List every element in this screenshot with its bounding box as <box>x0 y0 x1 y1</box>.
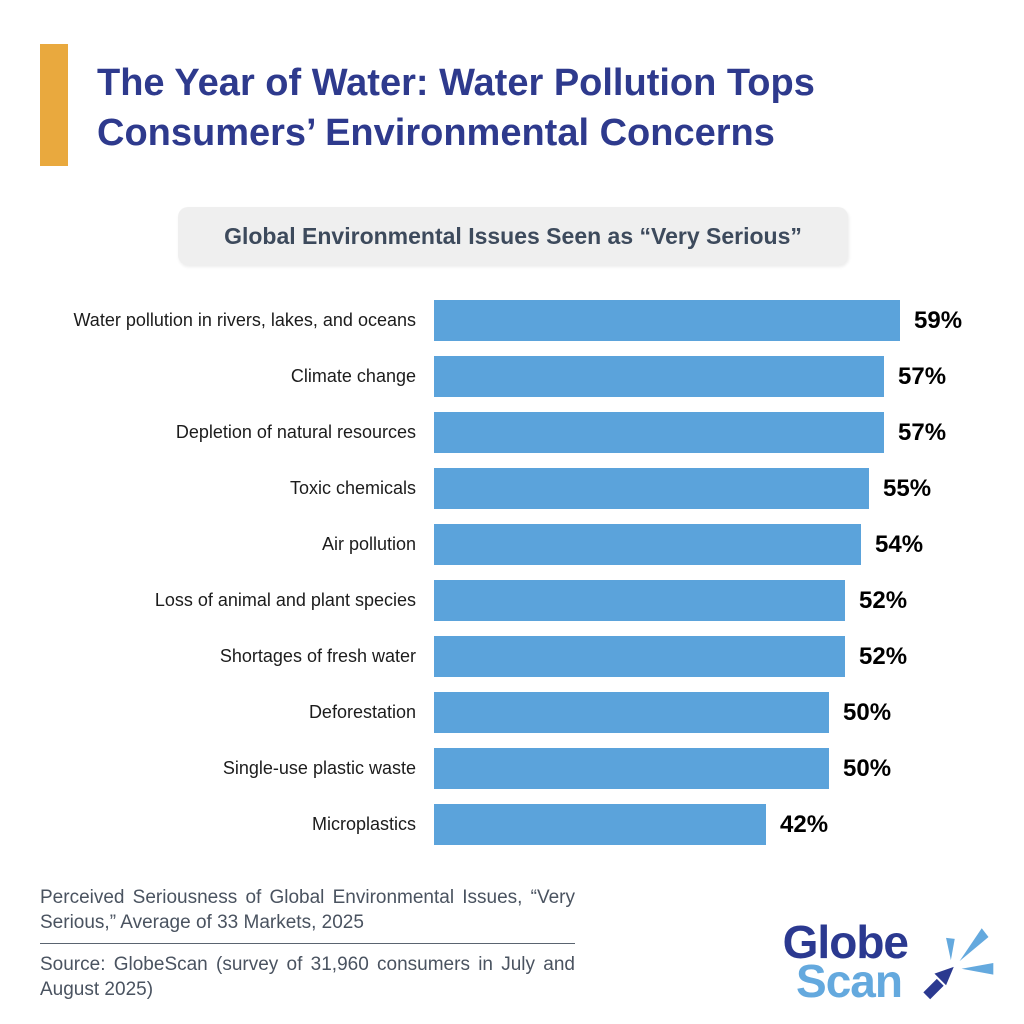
bar-label: Loss of animal and plant species <box>154 590 416 610</box>
chart-row: Single-use plastic waste 50% <box>40 748 990 789</box>
bar-label: Depletion of natural resources <box>175 422 416 442</box>
bar <box>434 412 884 453</box>
chart-row: Water pollution in rivers, lakes, and oc… <box>40 300 990 341</box>
globescan-logo: Globe Scan <box>782 915 1002 1007</box>
bar-value: 57% <box>898 362 947 390</box>
bar-label: Shortages of fresh water <box>219 646 416 666</box>
chart-row: Shortages of fresh water 52% <box>40 636 990 677</box>
bar-label: Single-use plastic waste <box>222 758 416 778</box>
logo-word-globe: Globe <box>782 915 909 968</box>
page-title: The Year of Water: Water Pollution Tops C… <box>97 58 977 158</box>
chart-row: Toxic chemicals 55% <box>40 468 990 509</box>
bar-label: Deforestation <box>308 702 416 722</box>
bar-label: Microplastics <box>311 814 416 834</box>
bar <box>434 580 845 621</box>
chart-row: Deforestation 50% <box>40 692 990 733</box>
chart-row: Air pollution 54% <box>40 524 990 565</box>
footer-notes: Perceived Seriousness of Global Environm… <box>40 886 575 1003</box>
bar-value: 54% <box>875 530 924 558</box>
bar-value: 52% <box>859 642 908 670</box>
bar <box>434 636 845 677</box>
bar <box>434 748 829 789</box>
bar-value: 52% <box>859 586 908 614</box>
chart-caption: Perceived Seriousness of Global Environm… <box>40 887 575 933</box>
bar <box>434 468 869 509</box>
bar <box>434 692 829 733</box>
globescan-logo-text: Globe Scan <box>782 915 909 1007</box>
bar-value: 57% <box>898 418 947 446</box>
bar <box>434 524 861 565</box>
bar-chart: Water pollution in rivers, lakes, and oc… <box>40 300 990 845</box>
bar-value: 59% <box>914 306 963 334</box>
chart-row: Loss of animal and plant species 52% <box>40 580 990 621</box>
bar-value: 50% <box>843 754 892 782</box>
bar-value: 55% <box>883 474 932 502</box>
bar <box>434 804 766 845</box>
chart-row: Depletion of natural resources 57% <box>40 412 990 453</box>
bar-value: 42% <box>780 810 829 838</box>
spark-arrow-icon <box>923 928 994 1000</box>
page-title-line2: Consumers’ Environmental Concerns <box>97 112 775 154</box>
page-title-line1: The Year of Water: Water Pollution Tops <box>97 62 815 104</box>
chart-row: Microplastics 42% <box>40 804 990 845</box>
footer-divider <box>40 943 575 945</box>
bar-label: Climate change <box>290 366 416 386</box>
chart-row: Climate change 57% <box>40 356 990 397</box>
title-accent-bar <box>40 44 68 166</box>
bar <box>434 300 900 341</box>
chart-subtitle-pill: Global Environmental Issues Seen as “Ver… <box>178 207 848 265</box>
bar-label: Toxic chemicals <box>289 478 416 498</box>
logo-word-scan: Scan <box>796 954 903 1007</box>
bar <box>434 356 884 397</box>
source-note: Source: GlobeScan (survey of 31,960 cons… <box>40 954 575 1001</box>
bar-label: Water pollution in rivers, lakes, and oc… <box>73 310 416 330</box>
bar-label: Air pollution <box>321 534 416 554</box>
bar-value: 50% <box>843 698 892 726</box>
